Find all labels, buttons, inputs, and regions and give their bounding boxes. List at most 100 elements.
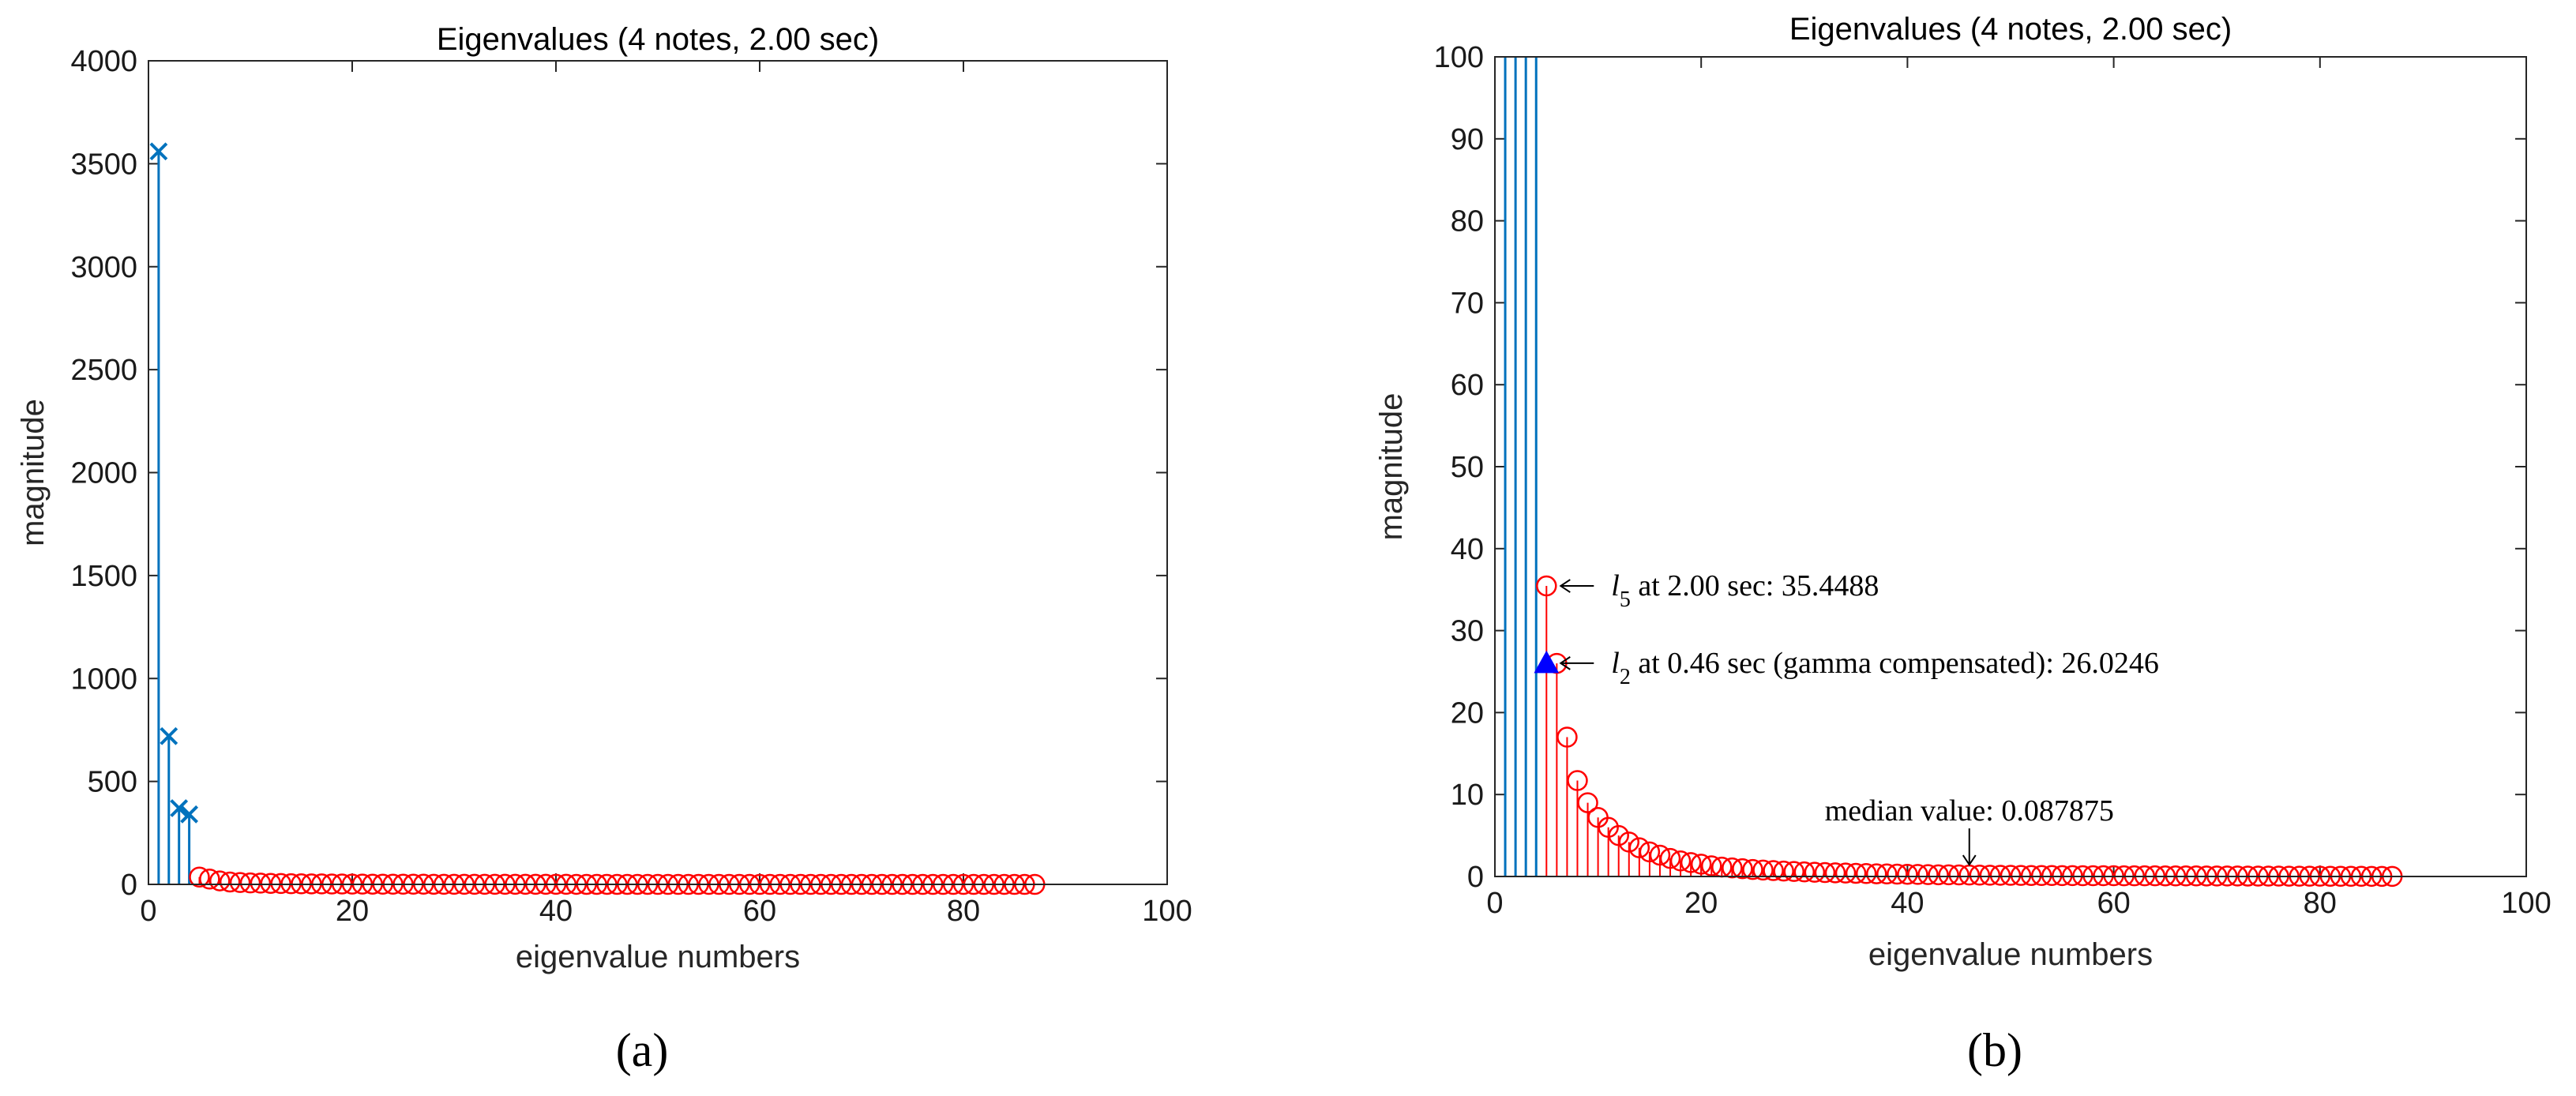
y-tick-label: 100	[1434, 41, 1484, 74]
annotation-median: median value: 0.087875	[1825, 794, 2114, 866]
stem-marker-circle	[2072, 865, 2093, 887]
stem-marker-x	[170, 799, 189, 817]
panel-a-axes-box	[148, 60, 1168, 885]
panel-b-label: (b)	[1967, 1024, 2022, 1076]
annotation-l5-subscript: 5	[1620, 587, 1631, 612]
stem-marker-circle	[1783, 861, 1804, 882]
x-tick-label: 80	[947, 895, 980, 928]
stem-marker-circle	[1938, 864, 1959, 886]
annotation-median-arrowhead	[1962, 854, 1977, 866]
panel-b-axes-box	[1494, 56, 2527, 877]
stem-marker-circle	[1608, 824, 1629, 846]
stem-marker-circle	[250, 873, 272, 894]
y-tick-label: 500	[88, 766, 137, 799]
y-tick-label: 30	[1451, 615, 1484, 648]
stem-marker-circle	[1855, 863, 1877, 884]
stem-marker-circle	[1824, 862, 1846, 884]
stem-marker-circle	[1690, 854, 1712, 875]
panel-b: 0 20 40 60 80 100 0 10 20 30 40 50 60 70 80 90 100 Eigen…	[1374, 12, 2552, 1076]
stem-marker-circle	[1752, 859, 1774, 881]
x-tick-label: 20	[1684, 887, 1718, 920]
stem-marker-circle	[1639, 841, 1661, 863]
y-tick-label: 2000	[70, 457, 137, 490]
panel-a-ticks: 0 20 40 60 80 1000500100015002000250030003500…	[70, 45, 1192, 928]
x-tick-label: 40	[539, 895, 573, 928]
stem-marker-circle	[1680, 852, 1702, 873]
y-tick-label: 4000	[70, 45, 137, 78]
stem-marker-circle	[1804, 861, 1826, 883]
y-tick-label: 50	[1451, 451, 1484, 484]
stem-marker-circle	[1577, 792, 1598, 813]
series-signal-eigenvalues	[1504, 57, 1538, 876]
annotation-l2: l2 at 0.46 sec (gamma compensated): 26.0…	[1559, 647, 2159, 689]
y-tick-label: 0	[121, 869, 137, 902]
panel-b-marks	[1504, 57, 2403, 888]
stem-marker-x	[149, 142, 168, 161]
panel-b-annotations: l5 at 2.00 sec: 35.4488 l2 at 0.46 sec (…	[1559, 569, 2159, 866]
stem-marker-circle	[199, 868, 220, 890]
stem-marker-circle	[1701, 855, 1722, 876]
y-tick-label: 3500	[70, 148, 137, 181]
stem-marker-circle	[2041, 865, 2063, 887]
annotation-l2-text: l2 at 0.46 sec (gamma compensated): 26.0…	[1611, 647, 2159, 689]
y-tick-label: 1500	[70, 560, 137, 593]
stem-marker-circle	[1917, 864, 1939, 885]
panel-b-plot-area	[1495, 57, 2526, 876]
panel-a-y-axis-label: magnitude	[16, 399, 51, 546]
x-tick-label: 40	[1891, 887, 1924, 920]
series-gamma-compensated-l2	[1534, 650, 1560, 674]
stem-marker-circle	[1618, 831, 1640, 853]
y-tick-label: 70	[1451, 287, 1484, 320]
panel-a-x-axis-label: eigenvalue numbers	[516, 940, 800, 974]
y-tick-label: 0	[1467, 861, 1484, 894]
panel-a: 0 20 40 60 80 1000500100015002000250030003500…	[16, 22, 1192, 1076]
stem-marker-circle	[1969, 864, 1991, 886]
x-tick-label: 100	[2501, 887, 2551, 920]
stem-marker-circle	[1567, 770, 1588, 791]
stem-marker-circle	[1887, 863, 1908, 885]
stem-marker-circle	[2062, 865, 2083, 887]
stem-marker-circle	[2000, 865, 2022, 886]
y-tick-label: 10	[1451, 779, 1484, 812]
stem-marker-circle	[239, 872, 261, 894]
x-tick-label: 0	[1486, 887, 1503, 920]
stem-marker-circle	[1907, 864, 1928, 885]
stem-marker-circle	[2052, 865, 2073, 887]
stem-marker-circle	[1814, 861, 1836, 884]
stem-marker-circle	[1989, 865, 2011, 886]
annotation-l5-symbol: l	[1611, 569, 1620, 602]
x-tick-label: 80	[2304, 887, 2337, 920]
stem-marker-circle	[1659, 847, 1681, 869]
panel-a-title: Eigenvalues (4 notes, 2.00 sec)	[437, 22, 879, 57]
panel-b-x-axis-label: eigenvalue numbers	[1868, 937, 2153, 972]
x-tick-label: 0	[140, 895, 156, 928]
y-tick-label: 2500	[70, 354, 137, 387]
x-tick-label: 60	[743, 895, 776, 928]
panel-a-plot-area	[148, 61, 1167, 884]
stem-marker-circle	[2010, 865, 2032, 886]
stem-marker-circle	[1845, 862, 1867, 884]
annotation-l5-arrowhead	[1559, 579, 1571, 593]
panel-a-label: (a)	[616, 1024, 669, 1076]
y-tick-label: 90	[1451, 123, 1484, 156]
series-signal-eigenvalues	[149, 142, 199, 884]
stem-marker-x	[160, 726, 178, 745]
stem-marker-circle	[219, 871, 241, 893]
stem-marker-circle	[1928, 864, 1949, 886]
annotation-l2-arrowhead	[1559, 656, 1571, 670]
stem-marker-circle	[1876, 863, 1898, 885]
annotation-l5: l5 at 2.00 sec: 35.4488	[1559, 569, 1879, 612]
stem-marker-circle	[1556, 726, 1578, 748]
stem-marker-circle	[1773, 860, 1794, 882]
stem-marker-x	[180, 805, 199, 824]
stem-marker-circle	[1628, 837, 1650, 858]
panel-b-title: Eigenvalues (4 notes, 2.00 sec)	[1789, 12, 2232, 47]
y-tick-label: 40	[1451, 533, 1484, 566]
x-tick-label: 20	[336, 895, 369, 928]
stem-marker-circle	[189, 866, 210, 888]
y-tick-label: 60	[1451, 369, 1484, 402]
stem-marker-circle	[1649, 844, 1671, 866]
series-noise-eigenvalues	[1536, 575, 2403, 888]
y-tick-label: 1000	[70, 662, 137, 696]
